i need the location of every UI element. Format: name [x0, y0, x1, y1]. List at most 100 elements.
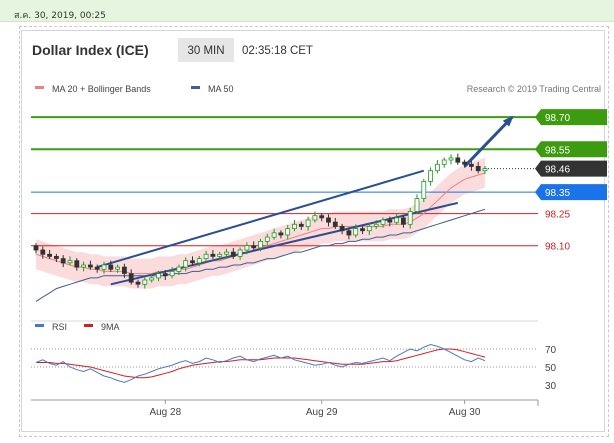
ma50-legend-swatch — [191, 86, 200, 89]
candle-body — [305, 219, 311, 227]
candle-body — [360, 228, 365, 232]
rsi-ma-legend-swatch — [84, 324, 93, 327]
candle-body — [115, 266, 120, 270]
level-label-98.46: 98.46 — [545, 165, 570, 176]
level-label-98.35: 98.35 — [545, 188, 570, 199]
candle-body — [60, 258, 66, 264]
candle-body — [292, 223, 297, 230]
candle-body — [149, 277, 155, 281]
candle-body — [128, 273, 134, 283]
level-labels: 98.70 98.55 98.46 98.35 98.25 98.10 — [535, 109, 607, 253]
candle-body — [94, 266, 100, 270]
candle-body — [54, 255, 59, 259]
candle-body — [142, 279, 148, 285]
candle-body — [339, 225, 345, 232]
bollinger-band-area — [36, 157, 485, 289]
candle-body — [326, 217, 331, 223]
candle-body — [482, 168, 488, 172]
candle-body — [394, 217, 400, 223]
level-tag-98.55 — [535, 141, 607, 158]
level-label-98.25: 98.25 — [545, 210, 570, 221]
candle-body — [298, 223, 304, 227]
x-label-0: Aug 28 — [149, 407, 181, 418]
candle-body — [400, 217, 406, 225]
chart-title: Dollar Index (ICE) — [32, 42, 149, 58]
candle-body — [135, 281, 141, 285]
candle-body — [455, 157, 461, 163]
timeframe-badge — [178, 38, 234, 62]
candle-body — [434, 163, 440, 172]
level-label-98.70: 98.70 — [545, 113, 570, 124]
ma50-legend-label: MA 50 — [208, 84, 234, 94]
candle-body — [190, 260, 195, 264]
forecast-arrow-shaft — [463, 116, 514, 168]
candle-body — [122, 266, 127, 274]
candle-body — [101, 264, 107, 270]
candle-body — [74, 260, 80, 268]
candle-body — [448, 157, 454, 161]
x-label-2: Aug 30 — [449, 407, 481, 418]
candle-body — [251, 245, 257, 249]
candle-body — [237, 249, 243, 257]
x-axis-labels: Aug 28 Aug 29 Aug 30 — [149, 400, 481, 418]
candle-body — [462, 161, 468, 165]
candle-body — [224, 251, 229, 255]
candle-body — [156, 273, 161, 279]
candle-body — [373, 223, 379, 227]
rsi-legend-label: RSI — [52, 322, 67, 332]
candle-body — [40, 249, 46, 255]
candle-body — [33, 245, 39, 251]
candle-body — [217, 253, 223, 257]
candle-body — [210, 253, 216, 257]
level-tag-98.70 — [535, 109, 607, 126]
datetime-text: ส.ค. 30, 2019, 00:25 — [14, 11, 106, 21]
candle-body — [88, 264, 93, 268]
candle-body — [264, 236, 270, 242]
forecast-arrow-head — [502, 115, 514, 127]
candle-body — [176, 266, 182, 272]
candle-body — [162, 273, 168, 277]
candle-body — [475, 165, 481, 172]
candle-body — [414, 198, 420, 212]
candle-body — [380, 219, 386, 225]
ma50-line — [35, 208, 486, 302]
candle-body — [421, 180, 427, 199]
rsi-line — [35, 343, 486, 383]
candle-body — [407, 210, 413, 225]
rsi-tick-30: 30 — [545, 381, 557, 392]
candle-body — [387, 219, 393, 223]
timeframe-label: 30 MIN — [187, 45, 224, 57]
research-credit: Research © 2019 Trading Central — [467, 84, 601, 94]
level-label-98.55: 98.55 — [545, 145, 570, 156]
candle-body — [312, 215, 318, 221]
candle-body — [108, 264, 114, 270]
candle-body — [278, 232, 284, 236]
candle-body — [332, 221, 338, 227]
candle-body — [366, 225, 372, 232]
candle-body — [319, 215, 325, 219]
candle-body — [230, 251, 236, 257]
rsi-ma-legend-label: 9MA — [101, 322, 120, 332]
candle-body — [346, 230, 352, 236]
trend-channel-lower — [110, 201, 459, 286]
candle-body — [169, 270, 175, 277]
level-tag-98.35 — [535, 184, 607, 201]
rsi-ma-line — [36, 348, 486, 379]
chart-frame — [19, 26, 609, 437]
candle-body — [258, 240, 263, 249]
trend-channel-upper — [96, 169, 425, 269]
candle-body — [183, 260, 189, 268]
trend-channel — [96, 115, 514, 286]
level-tag-98.46 — [535, 160, 607, 177]
candle-body — [353, 228, 359, 236]
bollinger-bands — [36, 157, 485, 289]
candle-body — [441, 159, 447, 165]
level-lines — [31, 116, 538, 247]
candle-body — [196, 258, 202, 264]
ma20-legend-swatch — [35, 86, 44, 89]
candle-body — [285, 228, 291, 236]
candle-body — [203, 253, 209, 260]
x-label-1: Aug 29 — [306, 407, 338, 418]
candle-body — [67, 260, 73, 264]
